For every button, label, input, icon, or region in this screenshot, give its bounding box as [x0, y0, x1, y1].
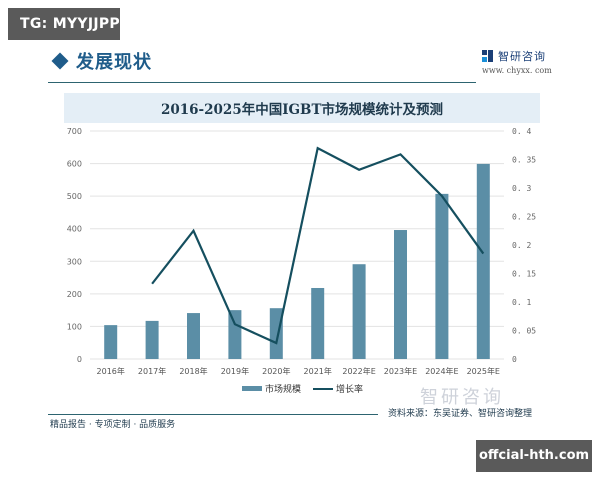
bar-market-size — [311, 287, 325, 359]
y-tick-left: 100 — [67, 322, 82, 331]
x-tick: 2021年 — [304, 366, 332, 376]
y-tick-left: 200 — [67, 290, 82, 299]
section-divider — [48, 82, 476, 83]
bar-market-size — [104, 325, 118, 359]
y-tick-right: 0. 2 — [512, 241, 531, 250]
footer-divider — [48, 414, 378, 415]
chart-title-band: 2016-2025年中国IGBT市场规模统计及预测 — [64, 93, 540, 123]
y-tick-right: 0 — [512, 355, 517, 364]
y-tick-right: 0. 4 — [512, 127, 531, 136]
y-tick-left: 400 — [67, 225, 82, 234]
y-tick-left: 300 — [67, 257, 82, 266]
footer-tagline: 精品报告 · 专项定制 · 品质服务 — [50, 420, 176, 430]
chart-title: 2016-2025年中国IGBT市场规模统计及预测 — [160, 102, 444, 118]
x-tick: 2016年 — [97, 366, 125, 376]
x-tick: 2024年E — [425, 366, 458, 376]
x-tick: 2023年E — [384, 366, 417, 376]
bar-market-size — [187, 313, 200, 359]
x-tick: 2025年E — [467, 366, 500, 376]
data-source: 资料来源：东吴证券、智研咨询整理 — [388, 409, 533, 419]
bar-market-size — [394, 230, 407, 359]
bar-market-size — [269, 308, 283, 359]
bar-market-size — [228, 310, 242, 359]
line-growth-rate — [151, 146, 485, 345]
tg-badge: TG: MYYJJPP — [8, 8, 120, 40]
legend-label-growth-rate: 增长率 — [336, 385, 364, 395]
y-tick-right: 0. 05 — [512, 327, 536, 336]
bar-market-size — [435, 193, 449, 359]
line-swatch-icon — [313, 387, 334, 390]
x-tick: 2017年 — [138, 366, 166, 376]
y-tick-left: 500 — [67, 192, 82, 201]
y-tick-right: 0. 25 — [512, 213, 536, 222]
y-tick-left: 700 — [67, 127, 82, 136]
bar-market-size — [476, 163, 490, 359]
y-tick-right: 0. 15 — [512, 270, 536, 279]
section-title: 发展现状 — [76, 52, 152, 73]
bar-market-size — [352, 264, 366, 359]
brand-name: 智研咨询 — [498, 50, 546, 63]
site-badge: offcial-hth.com — [476, 440, 592, 472]
x-tick: 2022年E — [342, 366, 375, 376]
chart-legend: 市场规模 增长率 — [242, 382, 375, 395]
watermark-brand: 智研咨询 — [420, 387, 504, 408]
brand-logo-icon — [482, 50, 493, 62]
y-tick-right: 0. 3 — [512, 184, 531, 193]
x-tick: 2020年 — [262, 366, 290, 376]
x-tick: 2019年 — [221, 366, 249, 376]
y-tick-left: 600 — [67, 160, 82, 169]
y-tick-right: 0. 1 — [512, 298, 531, 307]
brand-logo-block: 智研咨询 www. chyxx. com — [482, 48, 562, 75]
brand-url: www. chyxx. com — [482, 66, 552, 75]
legend-item-growth-rate: 增长率 — [313, 382, 363, 395]
x-tick: 2018年 — [179, 366, 207, 376]
section-header: 发展现状 — [48, 48, 152, 74]
legend-item-market-size: 市场规模 — [242, 382, 301, 395]
y-tick-left: 0 — [77, 355, 82, 364]
bar-market-size — [145, 320, 159, 359]
bar-swatch-icon — [242, 386, 262, 391]
legend-label-market-size: 市场规模 — [265, 385, 302, 395]
y-tick-right: 0. 35 — [512, 156, 536, 165]
